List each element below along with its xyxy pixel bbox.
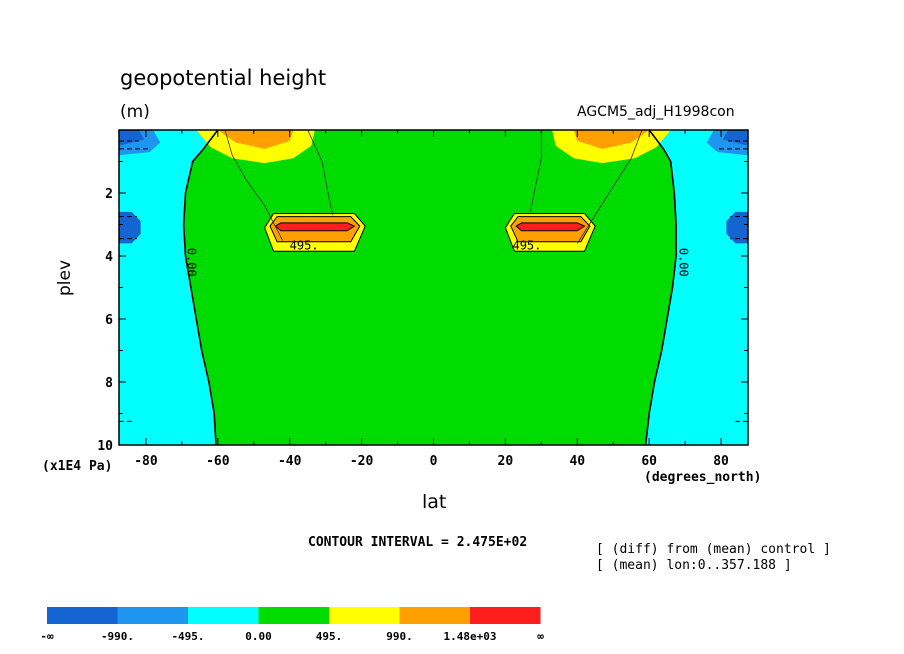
x-tick-label: 0 bbox=[430, 454, 438, 469]
colorbar-label: -495. bbox=[171, 630, 204, 643]
fill-midlat-max-north-red bbox=[515, 222, 586, 232]
zero-contour-south bbox=[182, 130, 219, 445]
fill-midlat-max-south-red bbox=[274, 222, 356, 232]
contour-label: 495. bbox=[512, 239, 541, 253]
colorbar-swatch bbox=[470, 607, 541, 624]
contour-line-south-a bbox=[224, 130, 283, 241]
y-tick-label: 6 bbox=[105, 313, 113, 328]
chart-units: (m) bbox=[120, 102, 150, 122]
contour-interval: CONTOUR INTERVAL = 2.475E+02 bbox=[308, 535, 528, 550]
colorbar-label: -990. bbox=[101, 630, 134, 643]
colorbar-label: 1.48e+03 bbox=[444, 630, 497, 643]
colorbar-label: ∞ bbox=[537, 630, 544, 643]
colorbar-swatch bbox=[258, 607, 329, 624]
x-axis-label: lat bbox=[422, 491, 447, 513]
fill-upper-max-north-orange bbox=[573, 130, 650, 149]
x-tick-label: -40 bbox=[278, 454, 302, 469]
x-tick-label: -80 bbox=[134, 454, 158, 469]
colorbar-label: 990. bbox=[386, 630, 413, 643]
x-axis-units: (degrees_north) bbox=[644, 470, 762, 485]
colorbar-swatch bbox=[329, 607, 400, 624]
mean-note: [ (mean) lon:0..357.188 ] bbox=[596, 558, 792, 573]
colorbar-label: -∞ bbox=[40, 630, 54, 643]
fill-polar-mid-south bbox=[119, 211, 141, 244]
y-tick-label: 8 bbox=[105, 376, 113, 391]
x-tick-label: 80 bbox=[713, 454, 729, 469]
y-tick-label: 4 bbox=[105, 250, 113, 265]
run-label: AGCM5_adj_H1998con bbox=[577, 104, 735, 120]
y-axis-units: (x1E4 Pa) bbox=[42, 459, 113, 474]
x-tick-label: -60 bbox=[206, 454, 230, 469]
colorbar-label: 495. bbox=[316, 630, 343, 643]
chart-title: geopotential height bbox=[120, 66, 327, 90]
fill-polar-core-south bbox=[119, 130, 145, 146]
contour-label: 495. bbox=[290, 239, 319, 253]
x-tick-label: 60 bbox=[641, 454, 657, 469]
y-tick-label: 2 bbox=[105, 187, 113, 202]
colorbar-label: 0.00 bbox=[245, 630, 272, 643]
y-tick-label: 10 bbox=[97, 439, 113, 454]
fill-polar-mid-north bbox=[726, 211, 748, 244]
fill-upper-max-south-orange bbox=[217, 130, 294, 149]
fill-polar-core-north bbox=[722, 130, 748, 146]
contour-line-north-a bbox=[530, 130, 542, 212]
contour-label: 0.00 bbox=[184, 248, 198, 277]
zero-contour-north bbox=[644, 130, 677, 445]
contour-line-south-b bbox=[307, 130, 334, 216]
contour-fill-group bbox=[119, 130, 748, 445]
x-tick-label: 40 bbox=[569, 454, 585, 469]
x-tick-label: 20 bbox=[498, 454, 514, 469]
x-tick-label: -20 bbox=[350, 454, 374, 469]
colorbar-swatch bbox=[399, 607, 470, 624]
contour-line-north-b bbox=[576, 130, 643, 244]
colorbar-swatch bbox=[47, 607, 118, 624]
colorbar-swatch bbox=[117, 607, 188, 624]
colorbar-swatch bbox=[188, 607, 259, 624]
contour-label: 0.00 bbox=[677, 248, 691, 277]
fill-green-band bbox=[183, 130, 677, 445]
diff-note: [ (diff) from (mean) control ] bbox=[596, 542, 831, 557]
